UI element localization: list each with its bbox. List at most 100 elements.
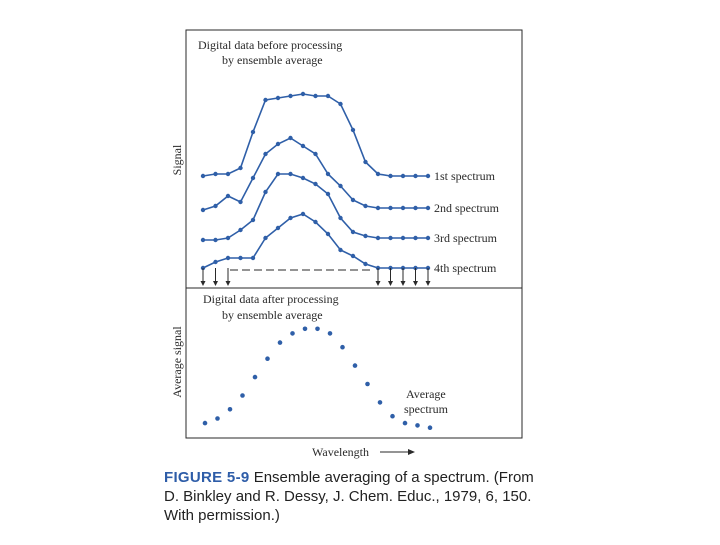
series-3-point (313, 181, 318, 187)
series-2-point (388, 205, 393, 211)
average-spectrum-point (315, 326, 320, 332)
series-2-point (225, 193, 231, 199)
average-spectrum-point (202, 420, 208, 426)
bottom-panel-title-line1: Digital data after processing (203, 292, 339, 306)
average-spectrum-label-line1: Average (406, 387, 446, 401)
average-spectrum-point (252, 374, 258, 380)
sample-arrow-head (413, 281, 418, 286)
series-4-point (238, 255, 243, 261)
average-spectrum-point (352, 363, 358, 368)
average-spectrum-point (415, 423, 420, 428)
average-spectrum-point (215, 416, 220, 421)
series-1-point (275, 95, 281, 101)
series-2-point (213, 203, 218, 209)
top-panel-title-line2: by ensemble average (222, 53, 323, 67)
average-spectrum-point (402, 420, 408, 426)
series-2-point (200, 207, 206, 213)
series-2-point (288, 135, 293, 141)
sample-arrow-head (425, 281, 431, 286)
series-1-point (250, 129, 256, 135)
series-2-point (338, 183, 343, 189)
bottom-panel-frame (185, 287, 523, 439)
series-3-point (275, 171, 281, 177)
series-3-point (288, 171, 293, 177)
x-axis-label: Wavelength (312, 445, 369, 459)
top-panel-frame (185, 29, 523, 289)
series-label-3: 3rd spectrum (434, 231, 498, 245)
series-3-point (400, 235, 406, 241)
series-2-point (300, 143, 306, 149)
sample-arrow-head (388, 281, 393, 286)
sample-arrow-head (225, 281, 231, 286)
average-spectrum-point (365, 381, 370, 387)
bottom-panel-marks (202, 326, 433, 431)
figure-label: FIGURE 5-9 (164, 469, 250, 486)
series-2-point (413, 205, 418, 211)
series-2-point (425, 205, 431, 211)
series-4-point (250, 255, 256, 261)
series-1-point (325, 93, 331, 99)
series-4-point (300, 211, 306, 217)
series-3-point (200, 237, 206, 243)
average-spectrum-label-line2: spectrum (404, 402, 449, 416)
series-3-point (388, 235, 393, 241)
series-label-1: 1st spectrum (434, 169, 496, 183)
series-label-4: 4th spectrum (434, 261, 497, 275)
series-3-point (238, 227, 243, 233)
series-4-point (338, 247, 343, 253)
series-1-point (350, 127, 356, 133)
series-2-point (275, 141, 281, 147)
series-4-point (350, 253, 356, 259)
average-spectrum-point (290, 331, 295, 336)
series-4-point (288, 215, 293, 221)
figure-caption: FIGURE 5-9 Ensemble averaging of a spect… (164, 468, 544, 525)
sample-arrow-head (400, 281, 406, 286)
series-2-point (350, 197, 356, 203)
sample-arrow-head (375, 281, 381, 286)
series-3-point (425, 235, 431, 241)
series-1-point (363, 159, 368, 165)
series-3-point (263, 189, 268, 195)
series-2-point (263, 151, 268, 157)
series-2-point (325, 171, 331, 177)
average-spectrum-point (340, 344, 345, 350)
series-4-point (325, 231, 331, 237)
top-panel-marks: 1st spectrum 2nd spectrum 3rd spectrum 4th … (200, 91, 500, 286)
bottom-y-axis-label: Average signal (170, 326, 184, 398)
series-3-point (213, 237, 218, 243)
average-spectrum-point (327, 331, 333, 336)
series-1-point (425, 173, 431, 179)
bottom-panel-title-line2: by ensemble average (222, 308, 323, 322)
average-spectrum-point (227, 407, 233, 412)
series-3-point (300, 175, 306, 181)
series-2-point (313, 151, 318, 157)
series-1-point (338, 101, 343, 107)
series-2-point (375, 205, 381, 211)
series-1-point (388, 173, 393, 179)
average-spectrum-point (277, 340, 283, 345)
series-label-2: 2nd spectrum (434, 201, 500, 215)
series-4-point (225, 255, 231, 261)
average-spectrum-point (265, 356, 270, 362)
series-2-point (238, 199, 243, 205)
series-4-point (213, 259, 218, 265)
top-panel-title-line1: Digital data before processing (198, 38, 342, 52)
series-3-point (363, 233, 368, 239)
series-4-point (263, 235, 268, 241)
series-3-point (338, 215, 343, 221)
series-1-point (225, 171, 231, 177)
series-4-point (313, 219, 318, 225)
series-3-point (225, 235, 231, 241)
series-1-point (288, 93, 293, 99)
average-spectrum-point (377, 400, 383, 405)
series-3-point (350, 229, 356, 235)
series-4-point (363, 261, 368, 267)
series-1-point (400, 173, 406, 179)
series-1-point (263, 97, 268, 103)
series-3-point (325, 191, 331, 197)
series-3-point (250, 217, 256, 223)
series-2-point (363, 203, 368, 209)
series-3-point (413, 235, 418, 241)
